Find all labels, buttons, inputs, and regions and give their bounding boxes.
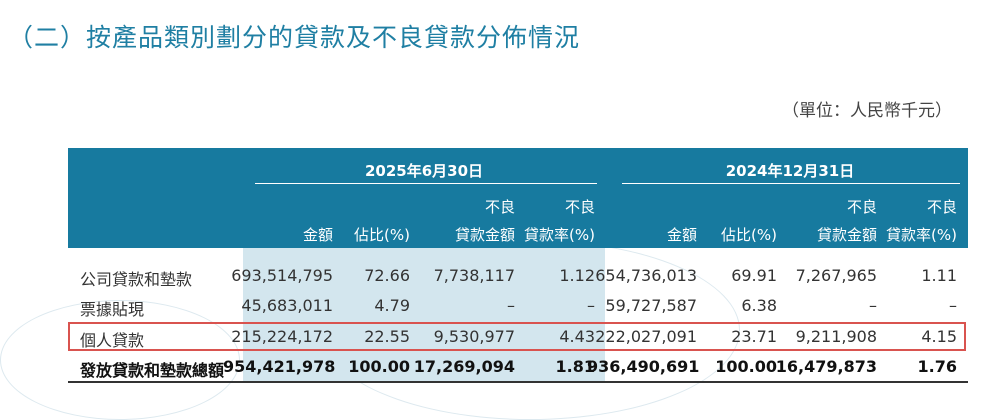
row-label: 票據貼現 [80, 300, 145, 319]
highlight-box [68, 322, 966, 351]
table-cell: 1.11 [921, 266, 957, 285]
column-header: 貸款率(%) [886, 226, 957, 244]
table-cell: 654,736,013 [595, 266, 697, 285]
table-cell: 59,727,587 [605, 296, 697, 315]
table-cell: 100.00 [715, 357, 777, 376]
table-cell: 23.71 [731, 327, 777, 346]
column-header: 佔比(%) [721, 226, 777, 244]
row-label: 個人貸款 [80, 331, 145, 350]
column-header: 不良 [846, 198, 877, 216]
table-cell: 45,683,011 [241, 296, 333, 315]
table-cell: 100.00 [348, 357, 410, 376]
column-header: 佔比(%) [354, 226, 410, 244]
table-bottom-rule [68, 381, 968, 383]
table-cell: 72.66 [364, 266, 410, 285]
table-cell: – [587, 296, 595, 315]
column-header: 貸款率(%) [524, 226, 595, 244]
table-cell: 4.43 [559, 327, 595, 346]
column-header: 貸款金額 [454, 226, 515, 244]
table-cell: – [869, 296, 877, 315]
table-cell: 1.76 [917, 357, 957, 376]
column-header: 不良 [564, 198, 595, 216]
table-cell: 9,211,908 [795, 327, 877, 346]
table-cell: 222,027,091 [595, 327, 697, 346]
table-cell: – [949, 296, 957, 315]
table-cell: 954,421,978 [223, 357, 336, 376]
table-cell: 693,514,795 [231, 266, 333, 285]
table-cell: 7,738,117 [433, 266, 515, 285]
row-label: 發放貸款和墊款總額 [80, 361, 225, 380]
group-header-2024: 2024年12月31日 [725, 162, 855, 180]
table-cell: 17,269,094 [413, 357, 515, 376]
row-label: 公司貸款和墊款 [80, 270, 193, 289]
table-cell: 69.91 [731, 266, 777, 285]
column-header: 不良 [926, 198, 957, 216]
column-header: 貸款金額 [816, 226, 877, 244]
column-header: 不良 [484, 198, 515, 216]
column-header: 金額 [666, 226, 697, 244]
unit-label: （單位：人民幣千元） [782, 101, 952, 121]
table-header [68, 148, 968, 248]
column-header: 金額 [302, 226, 333, 244]
page-title: （二）按產品類別劃分的貸款及不良貸款分佈情況 [8, 23, 581, 52]
table-cell: 9,530,977 [433, 327, 515, 346]
table-cell: 6.38 [741, 296, 777, 315]
group-header-2025: 2025年6月30日 [364, 162, 484, 180]
group-divider [622, 183, 960, 184]
group-divider [255, 183, 597, 184]
table-cell: 22.55 [364, 327, 410, 346]
current-period-shading [243, 248, 605, 382]
table-cell: 4.79 [374, 296, 410, 315]
table-cell: 7,267,965 [795, 266, 877, 285]
table-cell: 215,224,172 [231, 327, 333, 346]
table-cell: 4.15 [921, 327, 957, 346]
table-cell: 936,490,691 [587, 357, 700, 376]
table-cell: – [507, 296, 515, 315]
table-cell: 1.81 [555, 357, 595, 376]
table-cell: 1.12 [559, 266, 595, 285]
table-cell: 16,479,873 [775, 357, 877, 376]
